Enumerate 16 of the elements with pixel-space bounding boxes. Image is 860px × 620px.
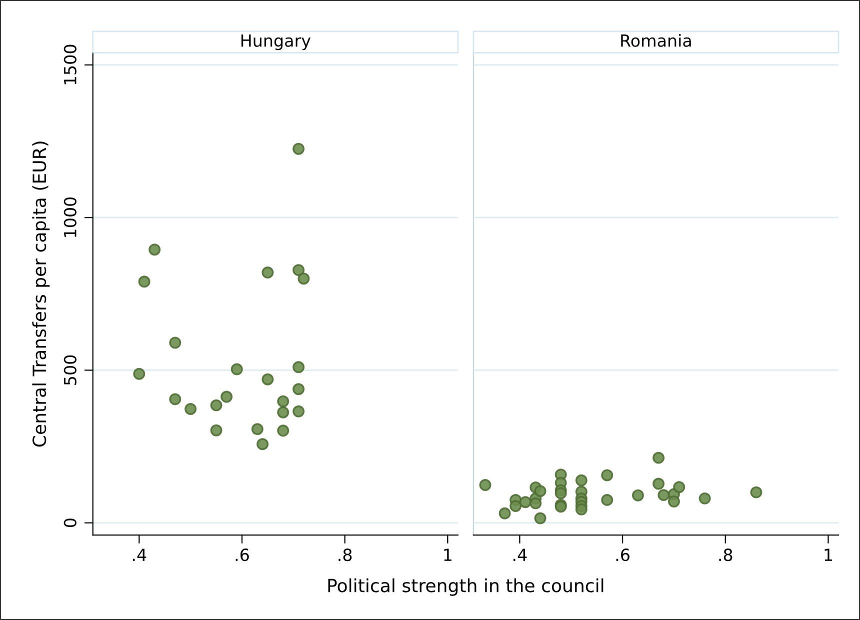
x-tick-label: .6 (616, 548, 630, 562)
chart-title: Hungary (241, 34, 310, 50)
y-tick-label: 1500 (64, 44, 76, 84)
x-axis-title: Political strength in the council (328, 578, 604, 596)
y-tick-label: 500 (64, 355, 76, 385)
y-tick-label: 1000 (64, 197, 76, 237)
x-tick-label: .4 (514, 548, 527, 561)
y-tick-label: 0 (64, 518, 76, 528)
x-tick-label: 1 (824, 548, 832, 561)
x-tick-label: 1 (444, 548, 452, 561)
x-tick-label: .8 (338, 548, 352, 562)
y-axis-title: Central Transfers per capita (EUR) (32, 142, 50, 447)
x-tick-label: .6 (236, 548, 249, 562)
chart-title: Romania (621, 34, 691, 47)
x-tick-label: .4 (132, 548, 146, 561)
x-tick-label: .8 (719, 548, 732, 562)
